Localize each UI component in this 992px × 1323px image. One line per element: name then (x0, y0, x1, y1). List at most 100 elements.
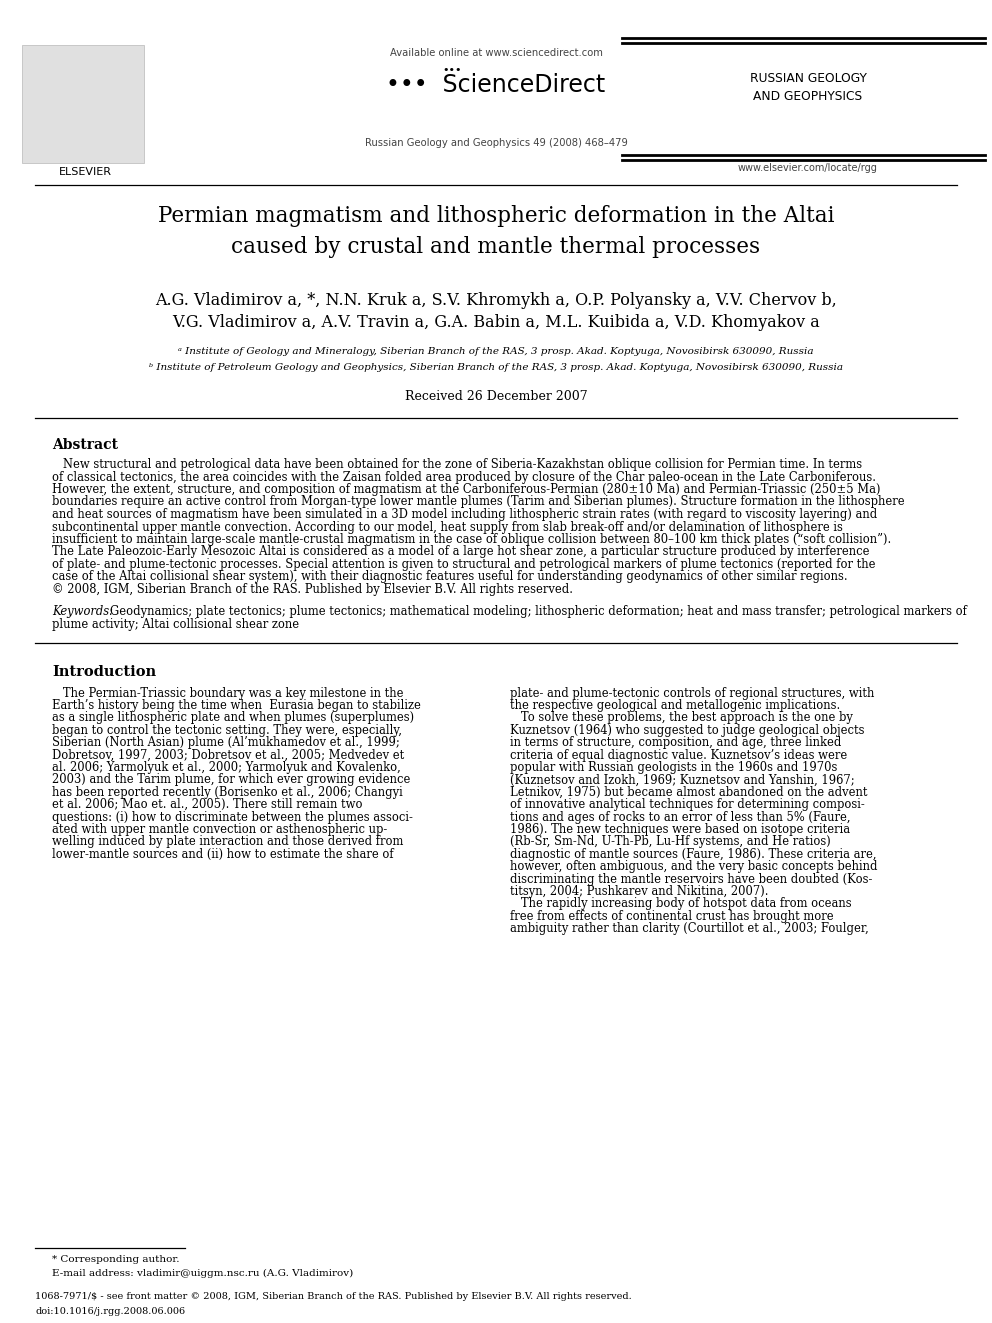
Point (50, 49, 65, 70)
Text: insufficient to maintain large-scale mantle-crustal magmatism in the case of obl: insufficient to maintain large-scale man… (52, 533, 891, 546)
Point (78, 118, 94, 139)
Point (100, 97, 116, 118)
Point (102, 132, 118, 153)
Point (92, 95, 108, 116)
Point (114, 126, 130, 147)
Point (131, 73, 147, 94)
Point (57, 73, 72, 94)
Point (36, 66, 52, 87)
Text: Russian Geology and Geophysics 49 (2008) 468–479: Russian Geology and Geophysics 49 (2008)… (365, 138, 627, 148)
Point (20, 65, 36, 86)
Point (45, 146, 61, 167)
Point (122, 42, 138, 64)
Point (34, 143, 50, 164)
Point (48, 54, 63, 75)
Point (35, 138, 51, 159)
Point (27, 50, 43, 71)
Text: lower-mantle sources and (ii) how to estimate the share of: lower-mantle sources and (ii) how to est… (52, 848, 394, 861)
Point (57, 140, 72, 161)
Point (49, 116, 64, 138)
Point (117, 97, 133, 118)
Point (105, 56, 121, 77)
Point (77, 134, 93, 155)
Point (31, 69, 47, 90)
Point (36, 42, 52, 64)
Point (77, 79, 93, 101)
Point (103, 106, 119, 127)
Point (59, 127, 74, 148)
Point (113, 127, 129, 148)
Point (80, 120, 96, 142)
Point (27, 138, 43, 159)
Point (131, 87, 147, 108)
Point (58, 120, 73, 142)
Point (65, 69, 81, 90)
Text: welling induced by plate interaction and those derived from: welling induced by plate interaction and… (52, 835, 404, 848)
Point (101, 82, 117, 103)
Point (86, 99, 102, 120)
Point (64, 108, 80, 130)
Point (43, 65, 59, 86)
Point (30, 85, 46, 106)
Point (25, 142, 41, 163)
Point (119, 107, 135, 128)
Point (52, 132, 67, 153)
Point (121, 126, 137, 147)
Point (125, 112, 141, 134)
Point (122, 108, 138, 130)
Point (32, 50, 48, 71)
Point (50, 61, 65, 82)
Point (66, 93, 82, 114)
Point (108, 90, 124, 111)
Point (93, 79, 109, 101)
Point (78, 66, 94, 87)
Point (59, 90, 74, 111)
Point (101, 42, 117, 64)
Point (60, 45, 75, 66)
Text: The rapidly increasing body of hotspot data from oceans: The rapidly increasing body of hotspot d… (510, 897, 851, 910)
Point (76, 102, 92, 123)
Point (96, 93, 112, 114)
Point (29, 93, 45, 114)
Point (39, 136, 55, 157)
Point (113, 112, 129, 134)
Point (68, 130, 84, 151)
Point (110, 86, 126, 107)
Point (108, 45, 124, 66)
Point (111, 44, 127, 65)
Point (115, 69, 131, 90)
Point (41, 78, 57, 99)
Text: doi:10.1016/j.rgg.2008.06.006: doi:10.1016/j.rgg.2008.06.006 (35, 1307, 186, 1316)
Point (87, 93, 103, 114)
Point (62, 61, 78, 82)
Point (38, 120, 54, 142)
Point (103, 64, 119, 85)
Point (67, 89, 83, 110)
Point (49, 111, 64, 132)
Point (125, 112, 141, 134)
Point (75, 118, 91, 139)
Point (59, 99, 74, 120)
Point (73, 130, 89, 151)
Text: Received 26 December 2007: Received 26 December 2007 (405, 390, 587, 404)
Point (44, 81, 60, 102)
Point (121, 134, 137, 155)
Text: however, often ambiguous, and the very basic concepts behind: however, often ambiguous, and the very b… (510, 860, 878, 873)
Point (27, 124, 43, 146)
Text: popular with Russian geologists in the 1960s and 1970s: popular with Russian geologists in the 1… (510, 761, 837, 774)
Point (107, 110, 123, 131)
Point (74, 102, 90, 123)
Point (60, 64, 75, 85)
Point (41, 101, 57, 122)
Point (42, 138, 58, 159)
Point (133, 115, 149, 136)
Point (107, 77, 123, 98)
Point (102, 115, 118, 136)
Point (70, 81, 86, 102)
Point (121, 69, 137, 90)
Point (124, 73, 140, 94)
Point (75, 52, 91, 73)
Point (129, 85, 145, 106)
Point (23, 65, 39, 86)
Point (46, 146, 62, 167)
